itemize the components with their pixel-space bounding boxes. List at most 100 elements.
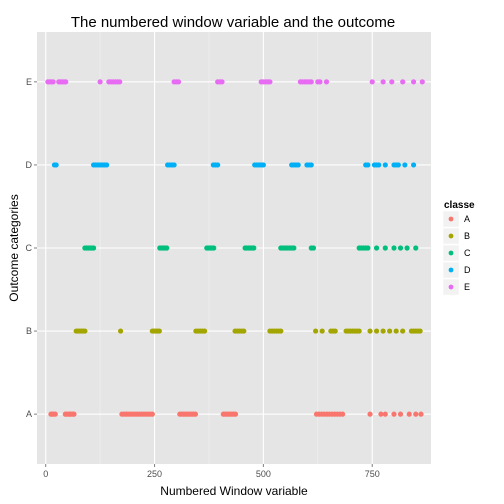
x-tick-label: 500 [256,469,271,479]
point-E [175,79,182,85]
point-B [313,328,319,334]
point-B [332,328,338,334]
legend-swatch [448,250,454,256]
point-B [393,328,399,334]
legend-title: classe [444,200,475,211]
x-tick-label: 0 [43,469,48,479]
point-D [260,162,266,168]
x-axis-ticks: 0 250 500 750 [43,464,380,479]
point-E [117,79,123,85]
x-axis-title: Numbered Window variable [160,484,308,498]
point-C [404,245,410,251]
legend-label: D [464,265,471,275]
y-tick-label: C [26,243,33,253]
legend-label: C [464,248,471,258]
point-C [310,245,317,251]
chart-title: The numbered window variable and the out… [71,14,395,31]
point-E [389,79,395,85]
legend-label: B [464,231,470,241]
point-B [387,328,393,334]
point-D [104,162,110,168]
point-B [202,328,208,334]
point-E [63,79,69,85]
point-B [82,328,88,334]
point-D [410,162,417,168]
point-A [406,411,412,417]
point-B [319,328,325,334]
x-tick-label: 750 [365,469,380,479]
point-E [50,79,56,85]
point-E [369,79,375,85]
point-C [391,245,397,251]
point-D [308,162,314,168]
point-D [295,162,301,168]
point-A [418,411,424,417]
point-A [192,411,199,417]
y-tick-label: B [26,326,32,336]
point-B [400,328,406,334]
point-A [391,411,397,417]
point-D [376,162,382,168]
y-tick-label: E [26,77,32,87]
point-C [413,245,419,251]
y-tick-label: D [26,160,33,170]
point-C [164,245,170,251]
point-A [232,411,239,417]
point-A [382,411,388,417]
point-C [291,245,297,251]
point-B [156,328,162,334]
point-C [251,245,257,251]
y-axis-title: Outcome categories [7,194,21,301]
y-axis-ticks: A B C D E [26,77,37,419]
point-B [367,328,373,334]
point-E [419,79,425,85]
point-B [278,328,284,334]
point-E [97,79,103,85]
point-D [215,162,221,168]
point-B [373,328,380,334]
point-D [365,162,371,168]
legend-swatch [448,216,454,222]
y-tick-label: A [26,409,32,419]
point-C [382,245,388,251]
legend-swatch [448,233,454,239]
point-E [323,79,330,85]
point-E [219,79,225,85]
point-B [117,328,124,334]
point-B [241,328,247,334]
point-B [417,328,423,334]
point-D [395,162,401,168]
point-A [367,411,373,417]
point-A [413,411,419,417]
point-E [400,79,406,85]
point-D [53,162,59,168]
point-E [410,79,417,85]
legend-label: A [464,214,470,224]
legend-swatch [448,284,454,290]
point-C [373,245,380,251]
point-E [308,79,314,85]
point-C [211,245,217,251]
point-B [356,328,362,334]
x-tick-label: 250 [147,469,162,479]
point-A [378,411,384,417]
point-D [402,162,408,168]
point-C [397,245,404,251]
data-points [45,79,425,417]
point-E [317,79,323,85]
point-D [382,162,388,168]
point-E [380,79,386,85]
point-A [149,411,155,417]
point-C [365,245,371,251]
point-A [397,411,404,417]
point-D [171,162,177,168]
point-B [380,328,386,334]
legend-label: E [464,282,470,292]
legend-swatch [448,267,454,273]
point-E [267,79,273,85]
point-C [90,245,97,251]
point-A [71,411,77,417]
point-A [340,411,346,417]
